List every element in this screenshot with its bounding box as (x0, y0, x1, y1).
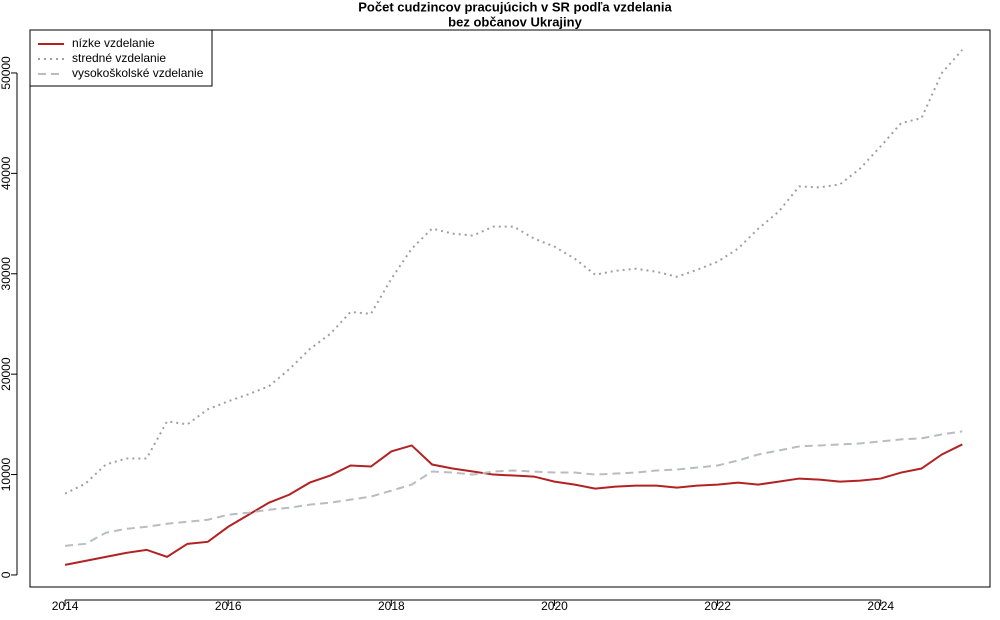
x-tick-label: 2016 (215, 599, 242, 613)
y-tick-label: 20000 (0, 357, 13, 391)
y-tick-label: 0 (0, 571, 13, 578)
x-tick-label: 2022 (704, 599, 731, 613)
legend-label: vysokoškolské vzdelanie (72, 66, 204, 80)
legend-label: nízke vzdelanie (72, 36, 155, 50)
plot-box (29, 29, 991, 588)
legend-box (29, 29, 213, 87)
chart-title: Počet cudzincov pracujúcich v SR podľa v… (358, 0, 672, 14)
series-line (64, 430, 963, 547)
x-tick-label: 2018 (378, 599, 405, 613)
chart-subtitle: bez občanov Ukrajiny (448, 14, 582, 29)
legend-label: stredné vzdelanie (72, 51, 166, 65)
series-line (64, 443, 963, 566)
x-tick-label: 2020 (541, 599, 568, 613)
x-tick-label: 2024 (867, 599, 894, 613)
y-tick-label: 10000 (0, 458, 13, 492)
series-line (64, 49, 964, 495)
y-tick-label: 40000 (0, 156, 13, 190)
y-tick-label: 30000 (0, 257, 13, 291)
y-tick-label: 50000 (0, 56, 13, 90)
x-tick-label: 2014 (52, 599, 79, 613)
